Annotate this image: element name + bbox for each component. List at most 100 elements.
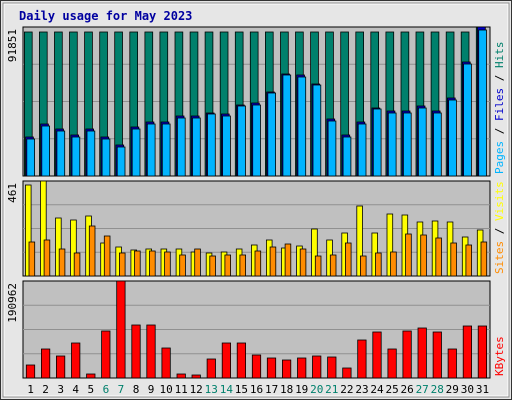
legend-separator: /: [493, 221, 506, 241]
bar-sites-day-17: [269, 246, 277, 277]
bar-visits-day-1: [24, 184, 32, 277]
bar-kbytes-day-9: [146, 324, 156, 379]
panels-group: 91851 Pages / Files / Hits 461 Sites / Visi…: [6, 26, 506, 379]
bar-kbytes-day-7: [116, 280, 126, 379]
panel-hits: 91851 Pages / Files / Hits: [6, 26, 506, 177]
bar-pages-day-6: [101, 138, 111, 177]
x-tick-label-day-23: 23: [355, 383, 368, 396]
bar-sites-day-16: [254, 250, 262, 277]
legend-entry-files: Files: [493, 88, 506, 121]
x-tick-label-day-18: 18: [280, 383, 293, 396]
chart-title: Daily usage for May 2023: [19, 9, 192, 23]
x-tick-label-day-21: 21: [325, 383, 338, 396]
bar-kbytes-day-17: [266, 357, 277, 379]
bar-sites-day-27: [420, 234, 427, 277]
bar-kbytes-day-30: [462, 325, 473, 379]
bar-sites-day-22: [344, 242, 352, 277]
panel-kbytes: 190962 KBytes: [6, 280, 506, 379]
bar-pages-day-11: [176, 117, 186, 177]
bar-visits-day-20: [311, 228, 318, 277]
bar-pages-day-7: [116, 146, 126, 177]
legend-visits: Sites / Visits: [493, 181, 506, 274]
bar-pages-day-21: [327, 120, 337, 177]
x-tick-label-day-19: 19: [295, 383, 308, 396]
x-tick-label-day-14: 14: [220, 383, 234, 396]
bar-pages-day-19: [297, 76, 307, 177]
bar-kbytes-day-20: [312, 355, 322, 379]
bar-kbytes-day-22: [342, 367, 352, 379]
panel-visits: 461 Sites / Visits: [6, 180, 506, 277]
bar-pages-day-27: [417, 107, 427, 177]
bar-kbytes-day-1: [25, 364, 36, 379]
bar-sites-day-12: [194, 248, 201, 277]
bar-pages-day-2: [41, 125, 50, 177]
bar-kbytes-day-16: [251, 354, 262, 379]
x-tick-label-day-5: 5: [87, 383, 94, 396]
x-tick-label-day-6: 6: [103, 383, 110, 396]
x-tick-label-day-4: 4: [72, 383, 79, 396]
bar-visits-day-2: [40, 180, 47, 277]
bar-kbytes-day-8: [131, 324, 141, 379]
x-tick-label-day-11: 11: [175, 383, 188, 396]
legend-entry-hits: Hits: [493, 42, 506, 69]
bar-pages-day-16: [252, 104, 261, 177]
bar-pages-day-9: [146, 123, 156, 177]
bar-kbytes-day-11: [176, 373, 186, 379]
bar-sites-day-23: [359, 255, 367, 277]
bar-kbytes-day-15: [236, 342, 246, 379]
y-max-label: 461: [6, 183, 19, 203]
bar-pages-day-1: [26, 138, 35, 177]
bar-sites-day-26: [405, 233, 412, 277]
bar-kbytes-day-23: [357, 339, 367, 379]
bar-pages-day-29: [448, 99, 457, 177]
bar-sites-day-30: [465, 244, 472, 277]
bar-kbytes-day-3: [56, 355, 66, 379]
legend-separator: /: [493, 68, 506, 88]
bar-sites-day-24: [375, 252, 382, 277]
bar-pages-day-26: [402, 112, 412, 177]
x-tick-label-day-10: 10: [159, 383, 172, 396]
bar-sites-day-18: [284, 243, 292, 277]
x-tick-label-day-15: 15: [235, 383, 248, 396]
bar-sites-day-5: [88, 225, 96, 277]
bar-kbytes-day-26: [402, 330, 412, 379]
bar-sites-day-11: [179, 254, 186, 277]
x-tick-label-day-27: 27: [416, 383, 429, 396]
bar-kbytes-day-25: [387, 348, 397, 379]
x-tick-label-day-26: 26: [400, 383, 413, 396]
bar-sites-day-25: [390, 251, 397, 277]
bar-pages-day-3: [56, 130, 66, 177]
bar-kbytes-day-6: [101, 330, 111, 379]
bar-pages-day-12: [192, 117, 201, 177]
x-tick-label-day-12: 12: [190, 383, 203, 396]
bar-sites-day-20: [314, 255, 322, 277]
bar-sites-day-6: [103, 235, 111, 277]
legend-entry-kbytes: KBytes: [493, 336, 506, 376]
bar-pages-day-22: [342, 136, 352, 177]
bar-sites-day-29: [450, 242, 457, 277]
bar-kbytes-day-18: [281, 359, 292, 379]
bar-pages-day-28: [433, 112, 442, 177]
bar-sites-day-19: [299, 248, 307, 277]
x-tick-label-day-3: 3: [57, 383, 64, 396]
bar-sites-day-31: [480, 241, 488, 277]
bar-kbytes-day-24: [372, 331, 382, 379]
y-max-label: 190962: [6, 283, 19, 323]
x-tick-label-day-28: 28: [431, 383, 444, 396]
x-tick-label-day-30: 30: [461, 383, 474, 396]
bar-pages-day-8: [131, 128, 141, 177]
bar-kbytes-day-12: [191, 374, 201, 379]
bar-pages-day-20: [312, 84, 322, 177]
x-tick-label-day-17: 17: [265, 383, 278, 396]
bar-kbytes-day-2: [41, 348, 51, 379]
bar-sites-day-7: [119, 252, 126, 277]
x-tick-label-day-2: 2: [42, 383, 49, 396]
x-tick-label-day-16: 16: [250, 383, 263, 396]
bar-kbytes-day-19: [297, 357, 307, 379]
legend-entry-pages: Pages: [493, 141, 506, 174]
bar-kbytes-day-5: [86, 373, 96, 379]
bar-sites-day-2: [43, 239, 51, 277]
bar-sites-day-1: [28, 241, 36, 277]
x-tick-label-day-29: 29: [446, 383, 459, 396]
x-tick-label-day-24: 24: [370, 383, 384, 396]
